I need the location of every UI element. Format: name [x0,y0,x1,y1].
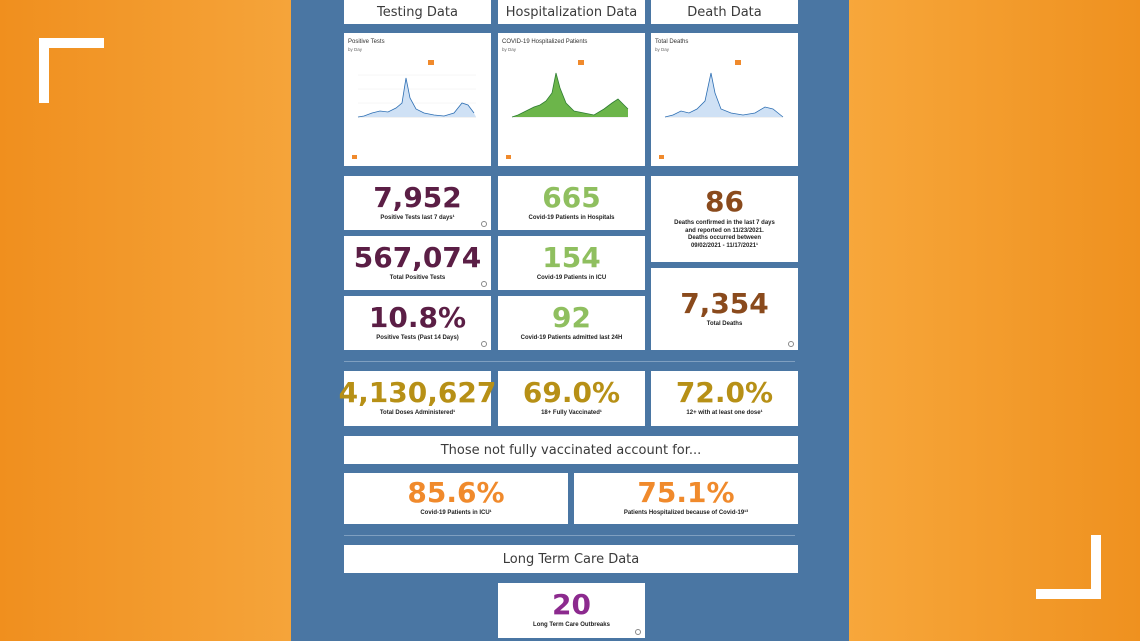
positivity-card[interactable]: 10.8% Positive Tests (Past 14 Days) [344,296,491,350]
recent-deaths-label-3: Deaths occurred between [688,235,761,243]
positivity-label: Positive Tests (Past 14 Days) [376,335,459,343]
fully-vaccinated-label: 18+ Fully Vaccinated¹ [541,410,602,418]
unvaccinated-banner[interactable]: Those not fully vaccinated account for..… [344,436,798,464]
in-hospital-label: Covid-19 Patients in Hospitals [528,215,614,223]
hospitalization-header-label: Hospitalization Data [506,5,638,20]
fully-vaccinated-card[interactable]: 69.0% 18+ Fully Vaccinated¹ [498,371,645,426]
info-icon[interactable] [481,221,487,227]
unvaccinated-banner-label: Those not fully vaccinated account for..… [441,443,702,458]
icu-value: 154 [542,244,600,272]
total-deaths-chart[interactable]: Total Deaths by Day [651,33,798,166]
total-deaths-value: 7,354 [680,290,769,318]
unvax-icu-label: Covid-19 Patients in ICU¹ [420,510,491,518]
total-deaths-card[interactable]: 7,354 Total Deaths [651,268,798,350]
recent-deaths-label-2: and reported on 11/23/2021. [685,228,764,236]
one-dose-value: 72.0% [676,379,773,407]
recent-deaths-label-1: Deaths confirmed in the last 7 days [674,220,775,228]
corner-bracket-top-left-vertical [39,38,49,103]
ltc-outbreaks-value: 20 [552,591,591,619]
info-icon[interactable] [635,629,641,635]
recent-deaths-value: 86 [705,188,744,216]
unvax-icu-card[interactable]: 85.6% Covid-19 Patients in ICU¹ [344,473,568,524]
unvax-hosp-value: 75.1% [637,479,734,507]
dashboard-panel: Testing Data Hospitalization Data Death … [291,0,849,641]
unvax-icu-value: 85.6% [407,479,504,507]
icu-card[interactable]: 154 Covid-19 Patients in ICU [498,236,645,290]
positive-tests-7d-label: Positive Tests last 7 days¹ [380,215,454,223]
corner-bracket-bottom-right-vertical [1091,535,1101,599]
positive-tests-chart-plot [344,33,491,166]
unvax-hosp-label: Patients Hospitalized because of Covid-1… [624,510,748,518]
recent-deaths-card[interactable]: 86 Deaths confirmed in the last 7 days a… [651,176,798,262]
hospitalized-chart-plot [498,33,645,166]
hospitalized-chart[interactable]: COVID-19 Hospitalized Patients by Day [498,33,645,166]
unvax-hosp-card[interactable]: 75.1% Patients Hospitalized because of C… [574,473,798,524]
positive-tests-7d-value: 7,952 [373,184,462,212]
icu-label: Covid-19 Patients in ICU [537,275,606,283]
info-icon[interactable] [788,341,794,347]
info-icon[interactable] [481,341,487,347]
positive-tests-7d-card[interactable]: 7,952 Positive Tests last 7 days¹ [344,176,491,230]
total-positive-label: Total Positive Tests [390,275,445,283]
doses-card[interactable]: 4,130,627 Total Doses Administered¹ [344,371,491,426]
death-header-label: Death Data [687,5,761,20]
death-header[interactable]: Death Data [651,0,798,24]
admitted-value: 92 [552,304,591,332]
total-positive-card[interactable]: 567,074 Total Positive Tests [344,236,491,290]
total-deaths-chart-plot [651,33,798,166]
in-hospital-card[interactable]: 665 Covid-19 Patients in Hospitals [498,176,645,230]
info-icon[interactable] [481,281,487,287]
doses-label: Total Doses Administered¹ [380,410,455,418]
one-dose-card[interactable]: 72.0% 12+ with at least one dose¹ [651,371,798,426]
hospitalization-header[interactable]: Hospitalization Data [498,0,645,24]
admitted-card[interactable]: 92 Covid-19 Patients admitted last 24H [498,296,645,350]
admitted-label: Covid-19 Patients admitted last 24H [521,335,623,343]
section-divider [344,361,795,362]
testing-header[interactable]: Testing Data [344,0,491,24]
total-positive-value: 567,074 [354,244,482,272]
doses-value: 4,130,627 [339,379,497,407]
testing-header-label: Testing Data [377,5,458,20]
positivity-value: 10.8% [369,304,466,332]
positive-tests-chart[interactable]: Positive Tests by Day [344,33,491,166]
ltc-banner-label: Long Term Care Data [503,552,640,567]
total-deaths-label: Total Deaths [707,321,743,329]
ltc-banner[interactable]: Long Term Care Data [344,545,798,573]
fully-vaccinated-value: 69.0% [523,379,620,407]
recent-deaths-label-4: 09/02/2021 - 11/17/2021¹ [691,243,758,251]
in-hospital-value: 665 [542,184,600,212]
section-divider [344,535,795,536]
ltc-outbreaks-label: Long Term Care Outbreaks [533,622,610,630]
one-dose-label: 12+ with at least one dose¹ [686,410,762,418]
ltc-outbreaks-card[interactable]: 20 Long Term Care Outbreaks [498,583,645,638]
